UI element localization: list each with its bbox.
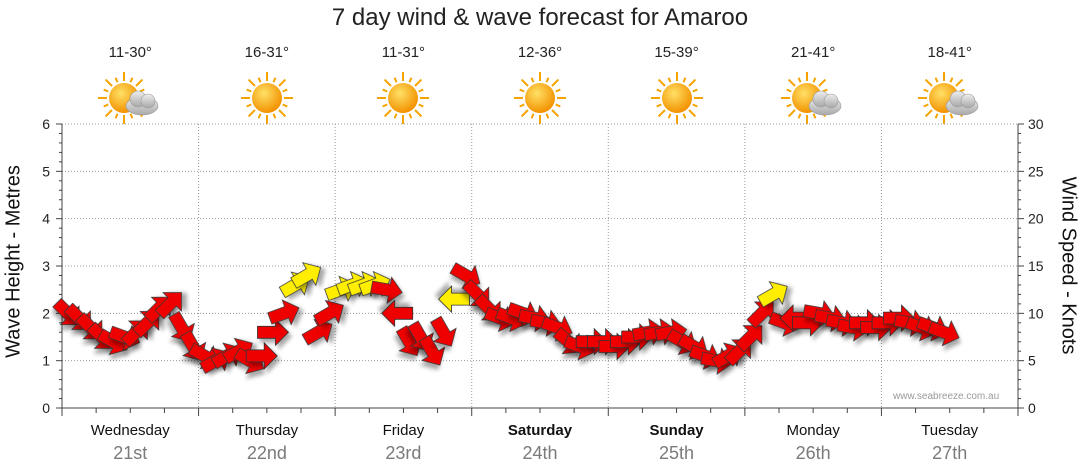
day-name: Tuesday — [921, 422, 979, 439]
sunny-icon — [235, 72, 299, 126]
chart-axes: 0 1 2 3 4 5 6 0 5 10 15 20 25 30 — [42, 116, 1044, 416]
sunny-icon — [508, 72, 572, 126]
wind-arrow — [301, 318, 333, 346]
wind-arrow-shape — [312, 299, 344, 327]
wind-arrow — [735, 325, 763, 353]
day-date: 25th — [659, 443, 695, 463]
day-name: Friday — [382, 422, 425, 439]
day-name: Sunday — [649, 422, 704, 439]
day-date: 27th — [932, 443, 968, 463]
wind-arrow — [257, 318, 290, 347]
wind-arrow — [927, 320, 960, 347]
left-tick-label: 2 — [42, 305, 50, 321]
day-name: Saturday — [507, 422, 573, 439]
wind-arrows — [52, 262, 960, 375]
day-temperature: 21-41° — [790, 44, 836, 61]
wind-arrow-shape — [257, 318, 290, 347]
day-temperature: 12-36° — [517, 44, 563, 61]
day-name: Thursday — [235, 422, 299, 439]
wind-arrow-shape — [154, 292, 182, 320]
left-tick-label: 3 — [42, 258, 50, 274]
wind-arrow-shape — [430, 315, 457, 347]
wind-arrow — [290, 262, 322, 289]
wind-arrow — [746, 301, 774, 329]
partly-cloudy-icon — [917, 72, 982, 126]
right-tick-label: 10 — [1028, 305, 1044, 321]
right-tick-label: 20 — [1028, 211, 1044, 227]
day-temperature: 15-39° — [654, 44, 699, 61]
right-tick-label: 25 — [1028, 163, 1044, 179]
wind-arrow-shape — [438, 285, 471, 314]
wind-arrow-shape — [381, 299, 414, 328]
wind-arrow — [418, 334, 446, 366]
sunny-icon — [645, 72, 709, 126]
left-tick-label: 1 — [42, 353, 50, 369]
wind-arrow — [245, 341, 278, 370]
wind-arrow-shape — [756, 281, 788, 308]
wind-arrow — [312, 299, 344, 327]
partly-cloudy-icon — [98, 72, 162, 126]
left-tick-label: 6 — [42, 116, 50, 132]
day-date: 26th — [795, 443, 831, 463]
day-temperature: 11-31° — [381, 44, 426, 61]
wind-arrow-shape — [370, 276, 403, 304]
wind-arrow-shape — [418, 334, 446, 366]
day-temperature: 11-30° — [108, 44, 152, 61]
day-date: 24th — [522, 443, 558, 463]
day-date: 23rd — [385, 443, 422, 463]
day-name: Wednesday — [90, 422, 170, 439]
day-date: 21st — [113, 443, 148, 463]
day-temperature: 16-31° — [244, 44, 290, 61]
partly-cloudy-icon — [781, 72, 845, 126]
left-axis-label: Wave Height - Metres — [2, 165, 25, 358]
right-tick-label: 30 — [1028, 116, 1044, 132]
day-temperature: 18-41° — [927, 44, 972, 61]
right-tick-label: 0 — [1028, 400, 1036, 416]
wind-arrow — [381, 299, 414, 328]
right-axis-label: Wind Speed - Knots — [1057, 176, 1080, 355]
right-tick-label: 5 — [1028, 353, 1036, 369]
wind-arrow-shape — [301, 318, 333, 346]
left-tick-label: 0 — [42, 400, 50, 416]
wind-arrow — [370, 276, 403, 304]
wind-arrow — [267, 299, 300, 326]
wind-arrow-shape — [746, 301, 774, 329]
wind-arrow — [756, 281, 788, 308]
wind-arrow — [154, 292, 182, 320]
right-tick-label: 15 — [1028, 258, 1044, 274]
wind-arrow-shape — [735, 325, 763, 353]
chart-title: 7 day wind & wave forecast for Amaroo — [331, 4, 749, 31]
left-tick-label: 5 — [42, 163, 50, 179]
watermark[interactable]: www.seabreeze.com.au — [893, 391, 1000, 402]
left-tick-label: 4 — [42, 211, 50, 227]
wind-arrow — [438, 285, 471, 314]
wind-arrow-shape — [927, 320, 960, 347]
wind-arrow-shape — [245, 341, 278, 370]
wind-arrow-shape — [267, 299, 300, 326]
sunny-icon — [371, 72, 435, 126]
day-date: 22nd — [246, 443, 287, 463]
wind-arrow-shape — [290, 262, 322, 289]
wind-arrow — [430, 315, 457, 347]
day-name: Monday — [786, 422, 840, 439]
